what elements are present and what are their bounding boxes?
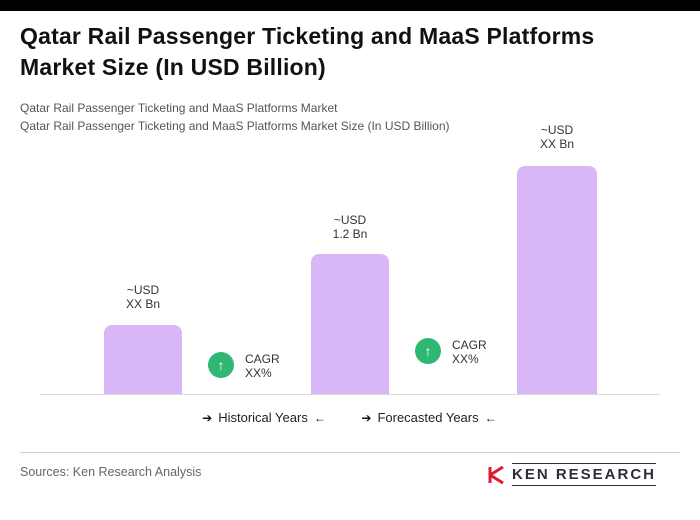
bar-forecast bbox=[517, 166, 597, 395]
footer-divider bbox=[20, 452, 680, 453]
ken-research-logo: KEN RESEARCH bbox=[486, 463, 657, 486]
bar-3-value-label: ~USD XX Bn bbox=[517, 123, 597, 151]
bar-1-value-label: ~USD XX Bn bbox=[104, 283, 182, 311]
cagr-1-line1: CAGR bbox=[245, 352, 280, 366]
chart-subtitle-1: Qatar Rail Passenger Ticketing and MaaS … bbox=[20, 101, 338, 115]
bar-1-value-line1: ~USD bbox=[126, 283, 160, 297]
bar-3-value-line2: XX Bn bbox=[539, 137, 575, 151]
bar-current bbox=[311, 254, 389, 395]
bar-1-value-line2: XX Bn bbox=[125, 297, 161, 311]
bar-2-value-label: ~USD 1.2 Bn bbox=[311, 213, 389, 241]
chart-subtitle-2: Qatar Rail Passenger Ticketing and MaaS … bbox=[20, 119, 450, 133]
ken-research-logo-text: KEN RESEARCH bbox=[512, 463, 657, 486]
historical-years-label: ➔ Historical Years ← bbox=[164, 410, 364, 425]
cagr-badge-2: ↑ bbox=[415, 338, 441, 364]
arrow-left-icon: ← bbox=[313, 411, 326, 425]
historical-years-text: Historical Years bbox=[218, 410, 308, 425]
up-arrow-icon: ↑ bbox=[217, 357, 225, 373]
top-black-bar bbox=[0, 0, 700, 11]
forecasted-years-label: ➔ Forecasted Years ← bbox=[329, 410, 529, 425]
bar-3-value-line1: ~USD bbox=[540, 123, 574, 137]
bar-2-value-line2: 1.2 Bn bbox=[332, 227, 368, 241]
page-title: Qatar Rail Passenger Ticketing and MaaS … bbox=[20, 23, 595, 80]
cagr-2-line2: XX% bbox=[452, 352, 479, 366]
forecasted-years-text: Forecasted Years bbox=[377, 410, 479, 425]
arrow-right-icon: ➔ bbox=[361, 411, 372, 425]
up-arrow-icon: ↑ bbox=[424, 343, 432, 359]
bar-historical bbox=[104, 325, 182, 395]
sources-text: Sources: Ken Research Analysis bbox=[20, 465, 202, 479]
cagr-label-1: CAGR XX% bbox=[245, 352, 280, 380]
cagr-2-line1: CAGR bbox=[452, 338, 487, 352]
ken-research-logo-icon bbox=[488, 465, 504, 484]
bar-2-value-line1: ~USD bbox=[333, 213, 367, 227]
arrow-right-icon: ➔ bbox=[202, 411, 213, 425]
arrow-left-icon: ← bbox=[484, 411, 497, 425]
cagr-1-line2: XX% bbox=[245, 366, 272, 380]
x-axis-line bbox=[40, 394, 660, 395]
cagr-badge-1: ↑ bbox=[208, 352, 234, 378]
cagr-label-2: CAGR XX% bbox=[452, 338, 487, 366]
